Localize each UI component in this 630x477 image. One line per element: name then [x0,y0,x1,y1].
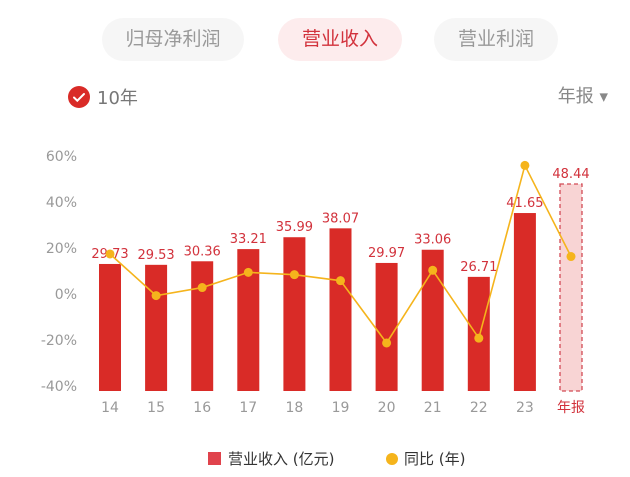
yoy-point [289,270,299,280]
yoy-point [382,338,392,348]
report-type-label: 年报 [557,86,594,107]
caret-down-icon: ▼ [599,90,608,104]
report-type-select[interactable]: 年报 ▼ [558,82,608,108]
yoy-point [520,160,530,170]
period-label[interactable]: 10年 [97,88,138,109]
bar [375,262,398,391]
tab-2[interactable]: 营业利润 [434,18,558,61]
legend-bar-swatch [208,452,221,465]
bar [145,264,168,391]
x-tick-label: 22 [470,400,488,416]
x-tick-label: 21 [424,400,442,416]
x-tick-label: 16 [193,400,211,416]
y-tick-label: 60% [46,149,77,165]
tab-0[interactable]: 归母净利润 [102,18,244,61]
y-tick-label: 0% [55,287,77,303]
legend-line-swatch [386,453,398,465]
bar [513,213,536,391]
legend-bar-label: 营业收入 (亿元) [228,450,334,468]
bar-value-label: 30.36 [184,244,221,259]
bar-value-label: 29.53 [137,248,174,263]
yoy-point [336,276,345,286]
bar-value-label: 35.99 [276,220,313,235]
yoy-point [243,267,253,277]
yoy-point [151,291,161,301]
legend-line-label: 同比 (年) [404,450,465,468]
x-tick-label: 20 [378,400,396,416]
forecast-bar [559,183,583,392]
bar [421,249,444,391]
y-tick-label: 40% [46,195,77,211]
bar-value-label: 48.44 [552,167,589,182]
bar-value-label: 38.07 [322,211,359,226]
yoy-point [566,252,576,262]
yoy-point [428,265,438,275]
x-tick-label: 17 [239,400,257,416]
x-tick-label: 23 [516,400,534,416]
x-tick-label: 19 [332,400,350,416]
yoy-point [105,249,115,259]
check-circle-icon[interactable] [68,86,90,108]
yoy-point [474,333,484,343]
x-tick-label: 14 [101,400,119,416]
x-tick-label: 年报 [557,400,585,416]
bar-value-label: 41.65 [506,196,543,211]
bar [237,249,260,391]
y-tick-label: 20% [46,241,77,257]
bar-value-label: 29.97 [368,246,405,261]
bar-value-label: 33.21 [230,232,267,247]
bar-value-label: 26.71 [460,260,497,275]
tab-1[interactable]: 营业收入 [278,18,402,61]
bar-value-label: 33.06 [414,233,451,248]
bar [283,237,306,391]
bar [191,261,214,391]
y-tick-label: -40% [41,379,77,395]
yoy-point [197,283,207,293]
x-tick-label: 18 [285,400,303,416]
x-tick-label: 15 [147,400,165,416]
bar [329,228,352,391]
bar [99,263,121,391]
y-tick-label: -20% [41,333,77,349]
